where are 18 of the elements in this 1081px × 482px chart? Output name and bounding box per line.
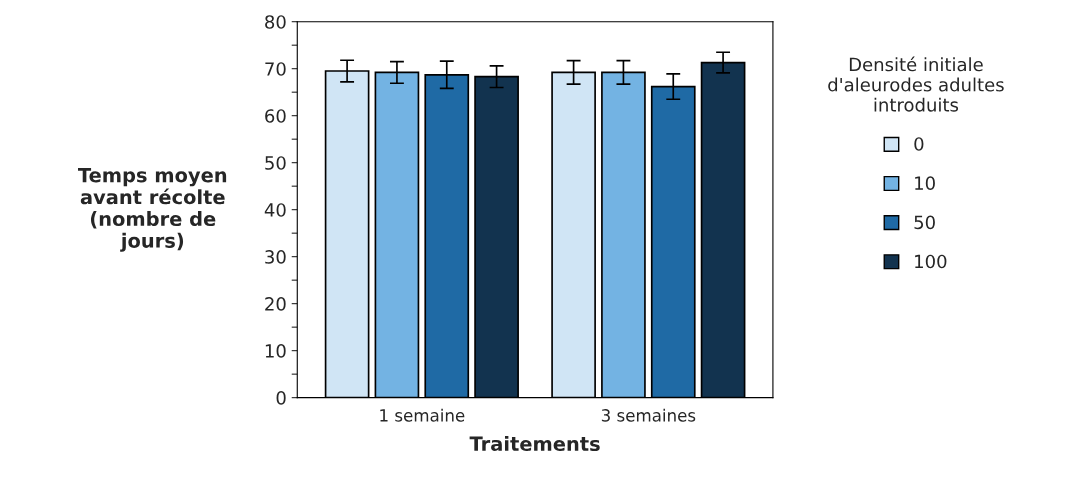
- y-tick-label: 80: [265, 15, 286, 29]
- y-tick-label: 40: [264, 203, 286, 217]
- legend-label: 10: [915, 176, 935, 191]
- y-tick-label: 0: [276, 391, 286, 405]
- legend-title: Densité initiale d'aleurodes adultes introduits: [828, 56, 1004, 112]
- x-tick-label: 1 semaine: [380, 408, 465, 422]
- y-tick-label: 10: [265, 344, 286, 358]
- y-tick-label: 30: [265, 250, 286, 264]
- legend-label: 100: [915, 254, 947, 269]
- y-tick-label: 70: [265, 62, 286, 76]
- x-axis-title: Traitements: [469, 436, 600, 452]
- y-tick-label: 60: [265, 109, 286, 123]
- y-axis-title: Temps moyen avant récolte (nombre de jours): [78, 167, 227, 252]
- y-tick-label: 50: [265, 156, 286, 170]
- y-tick-label: 20: [265, 297, 286, 311]
- x-tick-label: 3 semaines: [601, 408, 696, 422]
- legend-label: 50: [914, 215, 935, 230]
- legend-label: 0: [914, 137, 924, 151]
